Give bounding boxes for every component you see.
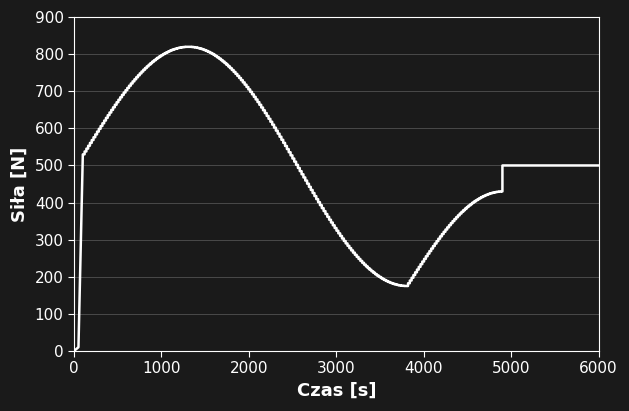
Y-axis label: Siła [N]: Siła [N] bbox=[11, 146, 29, 222]
X-axis label: Czas [s]: Czas [s] bbox=[297, 382, 376, 400]
